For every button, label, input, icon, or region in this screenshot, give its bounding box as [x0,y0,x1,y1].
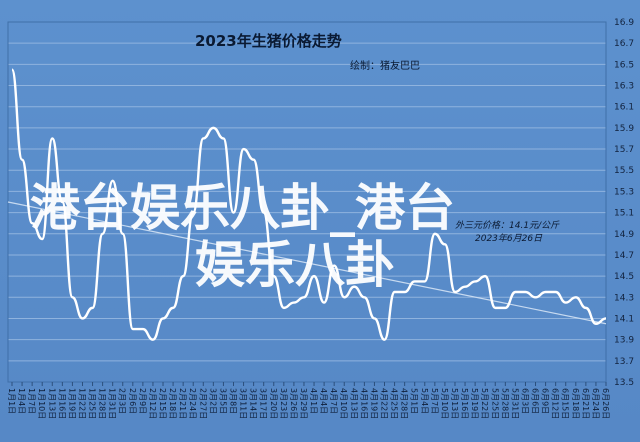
chart-title: 2023年生猪价格走势 [195,32,342,50]
trend-line [7,201,607,325]
x-tick-label: 5月16日 [460,388,469,419]
x-tick-label: 3月5日 [218,388,227,414]
annotation-text: 外三元价格：14.1元/公斤 [455,220,560,231]
x-tick-label: 1月16日 [57,388,66,419]
y-tick-label: 16.7 [614,39,634,49]
x-tick-label: 5月19日 [470,388,479,419]
x-tick-label: 5月31日 [510,388,519,419]
x-tick-label: 5月22日 [480,388,489,419]
y-tick-label: 13.5 [614,378,634,388]
plot-border [7,21,607,383]
x-tick-label: 1月4日 [17,388,26,414]
x-tick-label: 2月3日 [118,388,127,414]
x-tick-label: 4月13日 [349,388,358,419]
x-tick-label: 4月28日 [400,388,409,419]
x-tick-label: 2月6日 [128,388,137,414]
x-tick-label: 1月19日 [67,388,76,419]
x-tick-label: 4月16日 [359,388,368,419]
y-tick-label: 16.5 [614,60,634,70]
watermark-line-2: 娱乐八卦 [195,236,395,294]
x-tick-label: 3月14日 [249,388,258,419]
x-tick-label: 2月9日 [138,388,147,414]
trend-line-layer [7,201,607,325]
y-tick-label: 13.9 [614,336,634,346]
grid [7,21,607,383]
annotation-date: 2023年6月26日 [475,233,543,244]
y-tick-label: 13.7 [614,357,634,367]
x-tick-label: 6月6日 [531,388,540,414]
x-tick-label: 1月1日 [7,388,16,414]
y-tick-label: 14.3 [614,293,634,303]
x-tick-label: 1月22日 [77,388,86,419]
axes: 16.9 16.7 16.5 16.3 16.1 15.9 15.7 15.5 15.3 15.1… [7,18,634,419]
x-tick-label: 3月20日 [269,388,278,419]
y-tick-label: 14.1 [614,314,634,324]
y-tick-label: 15.7 [614,145,634,155]
x-tick-label: 6月18日 [571,388,580,419]
x-tick-label: 5月7日 [430,388,439,414]
x-tick-label: 5月13日 [450,388,459,419]
x-tick-label: 6月3日 [520,388,529,414]
series-line [10,68,607,341]
x-tick-label: 3月26日 [289,388,298,419]
x-tick-label: 4月1日 [309,388,318,414]
y-tick-label: 14.7 [614,251,634,261]
x-tick-label: 5月28日 [500,388,509,419]
x-tick-label: 4月4日 [319,388,328,414]
x-tick-label: 1月28日 [98,388,107,419]
x-tick-label: 3月11日 [239,388,248,419]
x-tick-label: 6月24日 [591,388,600,419]
x-tick-label: 3月17日 [259,388,268,419]
x-tick-label: 6月9日 [541,388,550,414]
x-tick-label: 3月8日 [228,388,237,414]
x-tick-label: 5月4日 [420,388,429,414]
x-tick-label: 6月26日 [601,388,610,419]
x-tick-label: 6月15日 [561,388,570,419]
x-tick-label: 1月25日 [88,388,97,419]
watermark-line-1: 港台娱乐八卦_港台 [30,179,455,237]
y-tick-label: 15.9 [614,124,634,134]
x-tick-label: 2月21日 [178,388,187,419]
x-tick-label: 4月19日 [369,388,378,419]
x-tick-label: 3月23日 [279,388,288,419]
x-tick-label: 4月25日 [390,388,399,419]
series-layer [10,68,607,341]
y-tick-label: 16.9 [614,18,634,28]
x-tick-label: 4月10日 [339,388,348,419]
x-tick-label: 2月27日 [198,388,207,419]
x-tick-label: 2月24日 [188,388,197,419]
x-tick-label: 4月22日 [380,388,389,419]
x-tick-label: 2月18日 [168,388,177,419]
y-tick-label: 15.1 [614,209,634,219]
x-tick-label: 5月1日 [410,388,419,414]
x-tick-label: 1月7日 [27,388,36,414]
x-tick-label: 2月15日 [158,388,167,419]
y-tick-label: 14.5 [614,272,634,282]
y-tick-label: 15.3 [614,187,634,197]
x-tick-label: 6月12日 [551,388,560,419]
x-tick-label: 2月12日 [148,388,157,419]
x-tick-label: 6月21日 [581,388,590,419]
x-tick-label: 3月29日 [299,388,308,419]
x-tick-label: 5月10日 [440,388,449,419]
y-tick-label: 15.5 [614,166,634,176]
x-tick-label: 1月10日 [37,388,46,419]
x-tick-label: 1月13日 [47,388,56,419]
y-tick-label: 16.3 [614,82,634,92]
y-tick-label: 14.9 [614,230,634,240]
x-tick-label: 5月25日 [490,388,499,419]
x-tick-label: 3月2日 [208,388,217,414]
x-tick-label: 4月7日 [329,388,338,414]
chart-subtitle: 绘制：猪友巴巴 [350,59,420,72]
x-tick-label: 1月31日 [108,388,117,419]
y-tick-label: 16.1 [614,103,634,113]
